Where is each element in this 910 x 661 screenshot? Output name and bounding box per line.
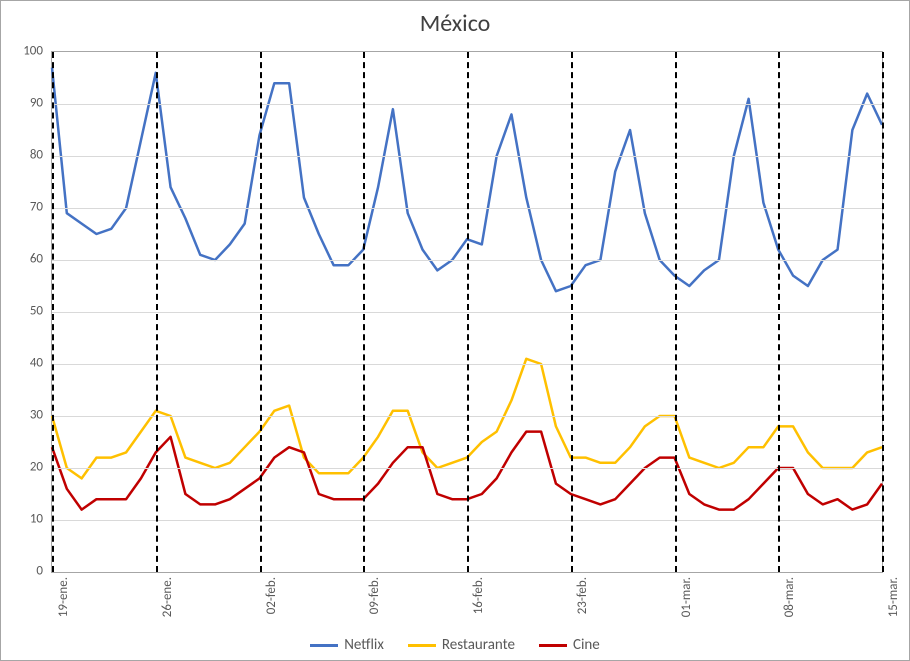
- gridline-v: [52, 52, 54, 572]
- gridline-v: [778, 52, 780, 572]
- legend-item-netflix: Netflix: [310, 636, 384, 654]
- y-tick-label: 60: [3, 252, 43, 267]
- legend-swatch: [539, 644, 567, 647]
- x-tick-label: 23-feb.: [575, 577, 590, 614]
- gridline-v: [363, 52, 365, 572]
- x-tick-label: 08-mar.: [782, 577, 797, 617]
- legend-swatch: [310, 644, 338, 647]
- gridline-v: [882, 52, 884, 572]
- gridline-v: [467, 52, 469, 572]
- gridline-v: [156, 52, 158, 572]
- x-tick-label: 19-ene.: [56, 577, 71, 617]
- y-tick-label: 50: [3, 304, 43, 319]
- legend-label: Netflix: [344, 636, 384, 654]
- gridline-v: [571, 52, 573, 572]
- y-tick-label: 90: [3, 96, 43, 111]
- legend-label: Restaurante: [442, 636, 515, 654]
- y-tick-label: 0: [3, 564, 43, 579]
- plot-area: [51, 51, 883, 573]
- legend: Netflix Restaurante Cine: [1, 634, 909, 655]
- legend-swatch: [408, 644, 436, 647]
- x-tick-label: 09-feb.: [367, 577, 382, 614]
- gridline-v: [260, 52, 262, 572]
- legend-item-cine: Cine: [539, 636, 600, 654]
- x-tick-label: 16-feb.: [471, 577, 486, 614]
- y-tick-label: 20: [3, 460, 43, 475]
- x-tick-label: 01-mar.: [679, 577, 694, 617]
- y-tick-label: 30: [3, 408, 43, 423]
- chart-title: México: [1, 9, 909, 38]
- legend-item-restaurante: Restaurante: [408, 636, 515, 654]
- x-tick-label: 15-mar.: [886, 577, 901, 617]
- x-tick-label: 26-ene.: [160, 577, 175, 617]
- chart-container: México Netflix Restaurante Cine 0 10 20 30 40 5…: [0, 0, 910, 661]
- legend-label: Cine: [573, 636, 600, 654]
- y-tick-label: 70: [3, 200, 43, 215]
- y-tick-label: 10: [3, 512, 43, 527]
- x-tick-label: 02-feb.: [264, 577, 279, 614]
- y-tick-label: 40: [3, 356, 43, 371]
- gridline-v: [675, 52, 677, 572]
- y-tick-label: 100: [3, 44, 43, 59]
- y-tick-label: 80: [3, 148, 43, 163]
